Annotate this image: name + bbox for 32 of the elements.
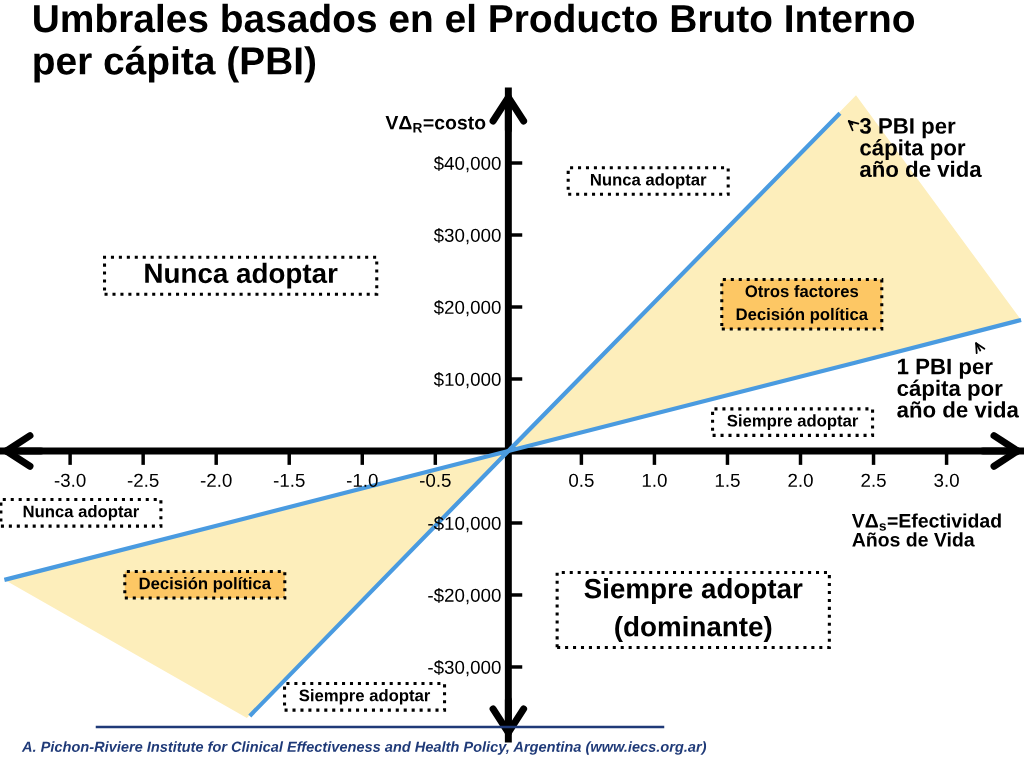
x-tick-label: 1.5 bbox=[715, 473, 740, 487]
annotation: Nunca adoptar bbox=[145, 262, 338, 289]
annotation: Nunca adoptar bbox=[590, 173, 707, 189]
annotation: Decisión política bbox=[139, 576, 272, 593]
annotation: Siempre adoptar (dominante) bbox=[584, 578, 803, 642]
y-axis-title: VΔ$_{R}$=costo bbox=[385, 115, 486, 133]
annotation: Siempre adoptar bbox=[727, 414, 859, 430]
y-tick-label: -$30,000 bbox=[428, 659, 501, 677]
x-tick-label: -1.5 bbox=[273, 473, 305, 487]
annotation: Nunca adoptar bbox=[23, 505, 139, 521]
series-label: 3 PBI per cápita por año de vida bbox=[859, 118, 982, 178]
y-tick-label: $20,000 bbox=[433, 299, 501, 317]
x-tick-label: 0.5 bbox=[569, 473, 594, 487]
x-tick-label: -2.0 bbox=[200, 473, 232, 487]
annotation: Siempre adoptar bbox=[299, 689, 431, 705]
y-tick-label: -$20,000 bbox=[428, 587, 501, 605]
x-tick-label: 2.0 bbox=[788, 473, 813, 487]
annotation: Otros factores Decisión política bbox=[736, 284, 869, 324]
x-tick-label: 3.0 bbox=[934, 473, 959, 487]
series-label: 1 PBI per cápita por año de vida bbox=[897, 358, 1020, 418]
chart-title: Umbrales basados en el Producto Bruto Interno per cápita (PBI) bbox=[34, 3, 915, 83]
x-tick-label: -2.5 bbox=[127, 473, 159, 487]
y-tick-label: $10,000 bbox=[433, 371, 501, 389]
x-tick-label: -3.0 bbox=[54, 473, 86, 487]
y-tick-label: $30,000 bbox=[433, 227, 501, 245]
x-tick-label: 1.0 bbox=[642, 473, 667, 487]
x-axis-title: VΔ$_{s}$=Efectividad Años de Vida bbox=[851, 513, 1001, 547]
x-tick-label: -1.0 bbox=[346, 473, 378, 487]
x-tick-label: 2.5 bbox=[861, 473, 886, 487]
x-tick-label: -0.5 bbox=[419, 473, 451, 487]
y-tick-label: $40,000 bbox=[433, 155, 501, 173]
text: A. Pichon-Riviere Institute for Clinical Effectiveness and Health Policy, Argentina (www.iecs.org.ar) bbox=[21, 741, 707, 755]
